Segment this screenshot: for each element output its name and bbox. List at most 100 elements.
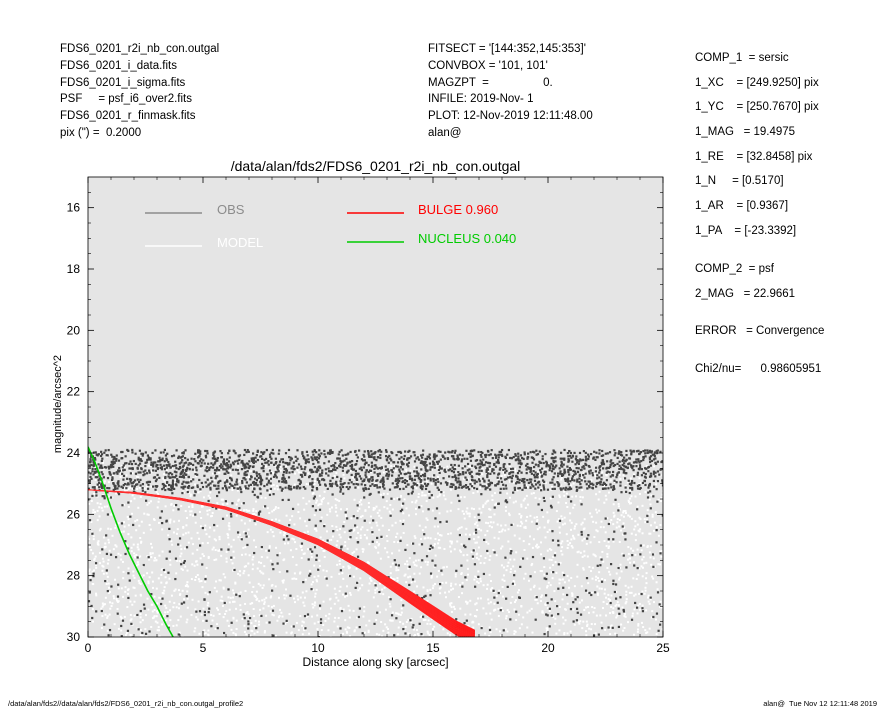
model-point xyxy=(629,477,632,480)
model-point xyxy=(596,592,599,595)
model-point xyxy=(136,543,139,546)
model-point xyxy=(237,498,240,501)
model-point xyxy=(279,552,282,555)
model-point xyxy=(349,593,352,596)
model-point xyxy=(317,620,320,623)
model-point xyxy=(570,521,573,524)
model-point xyxy=(413,465,416,468)
obs-point xyxy=(343,482,346,485)
model-point xyxy=(125,632,128,635)
model-point xyxy=(409,575,412,578)
obs-point xyxy=(222,460,225,463)
model-point xyxy=(186,597,189,600)
obs-point xyxy=(434,483,437,486)
obs-point xyxy=(200,481,203,485)
model-point xyxy=(278,519,281,522)
model-point xyxy=(446,632,449,635)
model-point xyxy=(466,567,469,570)
obs-point xyxy=(439,482,443,485)
model-point xyxy=(634,520,637,523)
model-point xyxy=(444,596,447,599)
obs-point xyxy=(630,464,633,467)
obs-point xyxy=(159,466,162,469)
obs-point xyxy=(339,465,342,468)
obs-point xyxy=(649,507,652,510)
model-point xyxy=(605,596,608,599)
model-point xyxy=(222,586,225,589)
model-point xyxy=(107,481,110,484)
model-point xyxy=(486,529,489,532)
obs-point xyxy=(654,457,657,460)
obs-point xyxy=(311,481,314,484)
model-point xyxy=(641,566,644,569)
obs-point xyxy=(123,482,127,486)
model-point xyxy=(502,574,505,577)
model-point xyxy=(634,539,637,542)
model-point xyxy=(221,503,224,506)
model-point xyxy=(176,528,179,531)
model-point xyxy=(304,596,307,599)
model-point xyxy=(101,509,104,512)
obs-point xyxy=(168,488,172,491)
model-point xyxy=(513,534,516,537)
obs-point xyxy=(595,485,598,488)
model-point xyxy=(400,639,402,641)
model-point xyxy=(384,623,387,626)
model-point xyxy=(334,616,337,619)
obs-point xyxy=(423,472,427,475)
obs-point xyxy=(227,471,230,474)
obs-point xyxy=(206,478,209,481)
model-point xyxy=(652,557,655,560)
model-point xyxy=(464,613,467,616)
model-point xyxy=(351,476,354,479)
model-point xyxy=(242,546,245,549)
obs-point xyxy=(200,458,203,461)
model-point xyxy=(410,617,413,620)
model-point xyxy=(608,521,611,524)
obs-point xyxy=(121,450,124,454)
obs-point xyxy=(498,450,501,453)
model-point xyxy=(400,495,403,498)
obs-point xyxy=(315,487,319,490)
model-point xyxy=(640,565,643,568)
model-point xyxy=(604,628,607,631)
obs-point xyxy=(543,480,546,483)
model-point xyxy=(463,496,466,499)
model-point xyxy=(476,552,479,555)
obs-point xyxy=(653,451,656,454)
obs-point xyxy=(620,454,624,457)
obs-point xyxy=(605,467,608,470)
model-point xyxy=(612,503,615,506)
obs-point xyxy=(311,457,314,460)
obs-point xyxy=(143,473,146,476)
model-point xyxy=(338,563,341,566)
obs-point xyxy=(567,468,570,472)
model-point xyxy=(629,502,632,505)
model-point xyxy=(504,524,507,527)
obs-point xyxy=(265,477,268,480)
model-point xyxy=(319,607,322,610)
model-point xyxy=(237,572,240,575)
model-point xyxy=(400,599,403,602)
obs-point xyxy=(154,479,158,483)
model-point xyxy=(570,545,573,548)
model-point xyxy=(530,520,533,523)
obs-point xyxy=(658,623,662,626)
obs-point xyxy=(139,458,142,461)
model-point xyxy=(335,525,338,528)
model-point xyxy=(180,548,183,551)
model-point xyxy=(439,592,442,595)
obs-point xyxy=(452,483,455,486)
obs-point xyxy=(550,462,553,466)
model-point xyxy=(618,576,621,579)
obs-point xyxy=(162,486,165,489)
obs-point xyxy=(618,464,621,467)
obs-point xyxy=(141,452,145,455)
model-point xyxy=(642,483,645,486)
model-point xyxy=(484,502,487,505)
model-point xyxy=(374,589,377,592)
obs-point xyxy=(155,463,158,467)
model-point xyxy=(561,578,564,581)
obs-point xyxy=(89,579,92,582)
model-point xyxy=(297,598,300,601)
